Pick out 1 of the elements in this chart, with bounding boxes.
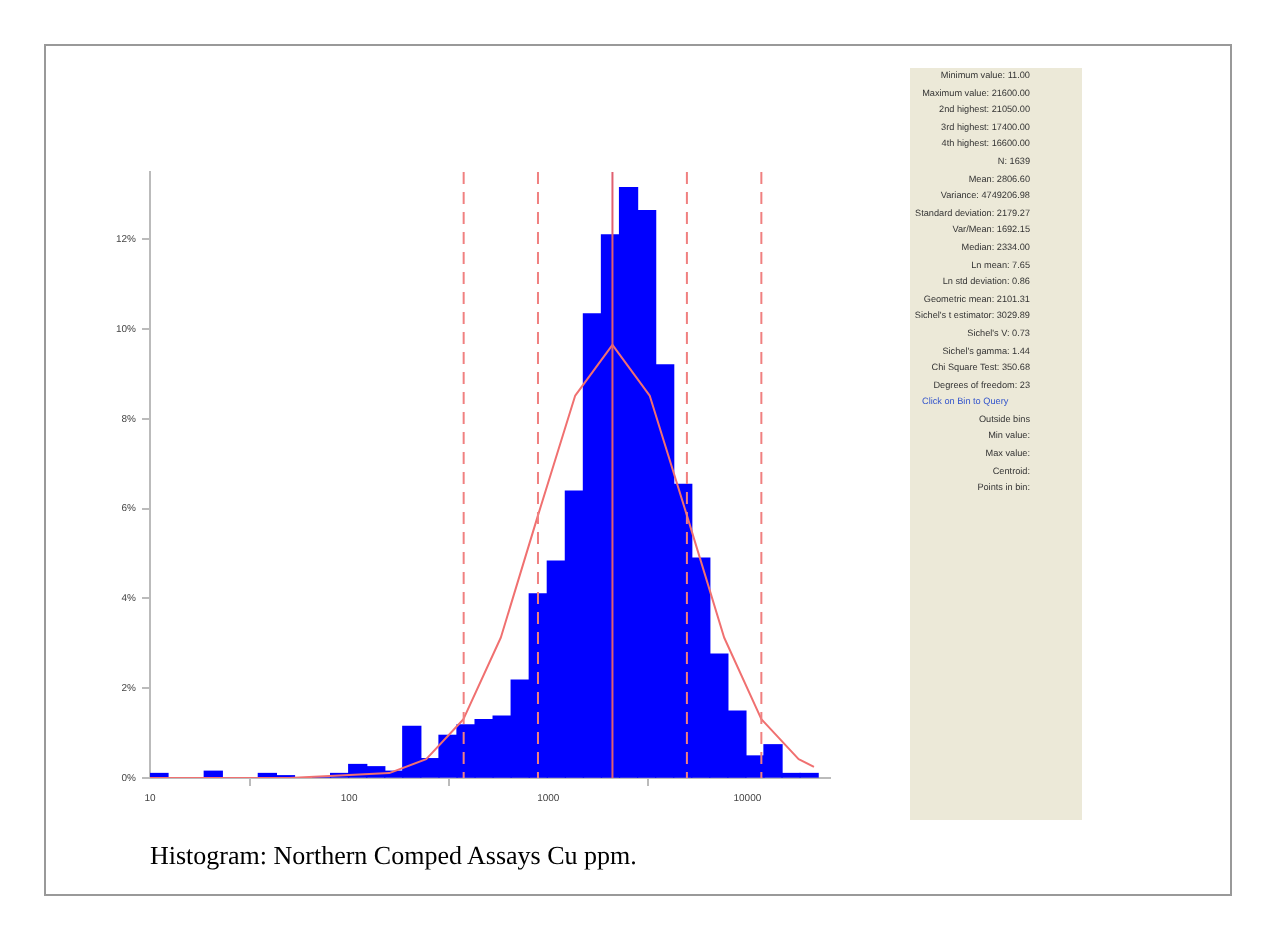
text: Histogram: Northern Comped Assays Cu ppm. (150, 840, 637, 872)
